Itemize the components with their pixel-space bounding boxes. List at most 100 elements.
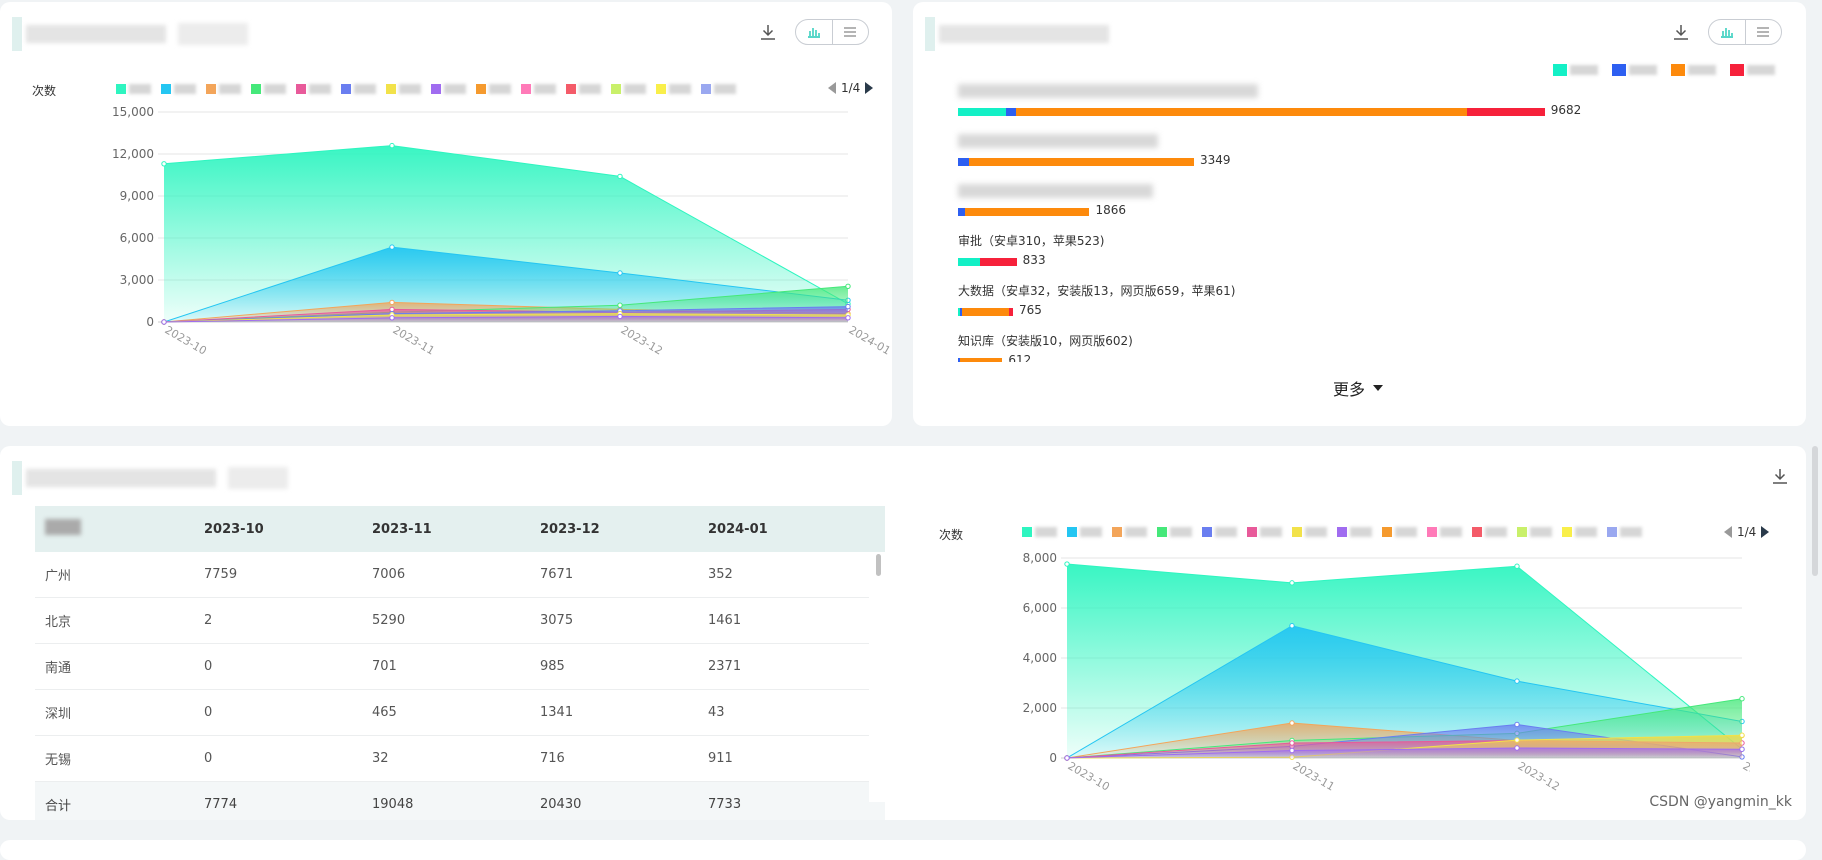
stacked-bar[interactable] <box>958 208 1090 216</box>
bar-segment[interactable] <box>1008 308 1013 316</box>
table-row[interactable]: 广州 7759 7006 7671 352 <box>35 552 885 598</box>
bar-segment[interactable] <box>1005 108 1017 116</box>
legend-item[interactable] <box>161 84 196 94</box>
legend-item[interactable] <box>1553 64 1598 76</box>
data-point[interactable] <box>617 302 623 308</box>
legend-item[interactable] <box>521 84 556 94</box>
data-point[interactable] <box>617 173 623 180</box>
bar-segment[interactable] <box>960 308 963 316</box>
bar-segment[interactable] <box>958 358 960 362</box>
legend-item[interactable] <box>1671 64 1716 76</box>
data-point[interactable] <box>1289 580 1295 586</box>
legend-item[interactable] <box>1472 527 1507 537</box>
legend-item[interactable] <box>251 84 286 94</box>
data-point[interactable] <box>161 319 167 325</box>
data-point[interactable] <box>389 315 395 321</box>
legend-item[interactable] <box>611 84 646 94</box>
table-row[interactable]: 南通 0 701 985 2371 <box>35 643 885 690</box>
legend-item[interactable] <box>206 84 241 94</box>
legend-item[interactable] <box>341 84 376 94</box>
more-button[interactable]: 更多 <box>1333 376 1384 400</box>
bar-chart-icon[interactable] <box>796 20 832 44</box>
legend-item[interactable] <box>386 84 421 94</box>
data-point[interactable] <box>1289 623 1295 629</box>
chevron-left-icon[interactable] <box>1724 526 1732 538</box>
data-point[interactable] <box>1064 561 1070 567</box>
legend-item[interactable] <box>656 84 691 94</box>
data-point[interactable] <box>617 313 623 320</box>
data-point[interactable] <box>1514 563 1520 569</box>
bar-segment[interactable] <box>958 158 969 166</box>
stacked-bar[interactable] <box>958 108 1545 116</box>
bar-segment[interactable] <box>958 308 961 316</box>
data-point[interactable] <box>1289 720 1295 726</box>
bar-segment[interactable] <box>968 158 1194 166</box>
scroll-thumb[interactable] <box>876 554 881 576</box>
bar-segment[interactable] <box>958 258 980 266</box>
data-point[interactable] <box>617 270 623 276</box>
table-row[interactable]: 北京 2 5290 3075 1461 <box>35 597 885 644</box>
legend-item[interactable] <box>431 84 466 94</box>
chevron-left-icon[interactable] <box>828 82 836 94</box>
page-scrollbar[interactable] <box>1812 446 1818 576</box>
stacked-bar[interactable] <box>958 158 1194 166</box>
stacked-bar[interactable] <box>958 358 1003 362</box>
table-scrollbar[interactable] <box>869 552 885 802</box>
legend-item[interactable] <box>701 84 736 94</box>
data-point[interactable] <box>1739 732 1745 738</box>
legend-item[interactable] <box>476 84 511 94</box>
data-point[interactable] <box>389 299 395 306</box>
legend-item[interactable] <box>1607 527 1642 537</box>
list-icon[interactable] <box>1744 20 1782 44</box>
download-icon[interactable] <box>756 20 780 44</box>
bar-segment[interactable] <box>958 208 966 216</box>
legend-item[interactable] <box>1247 527 1282 537</box>
data-point[interactable] <box>1514 745 1520 751</box>
legend-item[interactable] <box>116 84 151 94</box>
bar-segment[interactable] <box>979 258 1017 266</box>
legend-item[interactable] <box>1292 527 1327 537</box>
stacked-bar[interactable] <box>958 258 1017 266</box>
legend-item[interactable] <box>1427 527 1462 537</box>
chevron-right-icon[interactable] <box>1761 526 1770 538</box>
list-icon[interactable] <box>831 20 869 44</box>
bar-segment[interactable] <box>1467 108 1545 116</box>
legend-item[interactable] <box>1067 527 1102 537</box>
data-point[interactable] <box>1739 746 1745 752</box>
data-point[interactable] <box>1514 737 1520 743</box>
download-icon[interactable] <box>1669 20 1693 44</box>
bar-segment[interactable] <box>962 308 1009 316</box>
bar-segment[interactable] <box>965 208 1090 216</box>
data-point[interactable] <box>1739 696 1745 702</box>
legend-item[interactable] <box>1157 527 1192 537</box>
data-point[interactable] <box>161 161 167 167</box>
legend-item[interactable] <box>1612 64 1657 76</box>
data-point[interactable] <box>389 244 395 250</box>
data-point[interactable] <box>845 315 851 321</box>
data-point[interactable] <box>845 303 851 310</box>
bar-segment[interactable] <box>1016 108 1468 116</box>
data-point[interactable] <box>845 283 851 290</box>
legend-item[interactable] <box>1022 527 1057 537</box>
table-row[interactable]: 无锡 0 32 716 911 <box>35 735 885 782</box>
legend-item[interactable] <box>1337 527 1372 537</box>
bar-segment[interactable] <box>960 358 1003 362</box>
legend-item[interactable] <box>566 84 601 94</box>
data-point[interactable] <box>1514 678 1520 684</box>
bar-segment[interactable] <box>958 108 1006 116</box>
legend-item[interactable] <box>1730 64 1775 76</box>
chevron-right-icon[interactable] <box>865 82 874 94</box>
table-row[interactable]: 深圳 0 465 1341 43 <box>35 689 885 736</box>
legend-item[interactable] <box>1562 527 1597 537</box>
legend-item[interactable] <box>1517 527 1552 537</box>
legend-item[interactable] <box>1202 527 1237 537</box>
data-point[interactable] <box>389 142 395 149</box>
data-point[interactable] <box>1064 755 1070 761</box>
bar-chart-icon[interactable] <box>1709 20 1745 44</box>
data-point[interactable] <box>1514 721 1520 728</box>
data-point[interactable] <box>1289 747 1295 754</box>
legend-item[interactable] <box>296 84 331 94</box>
download-icon[interactable] <box>1768 464 1792 488</box>
legend-item[interactable] <box>1112 527 1147 537</box>
legend-item[interactable] <box>1382 527 1417 537</box>
